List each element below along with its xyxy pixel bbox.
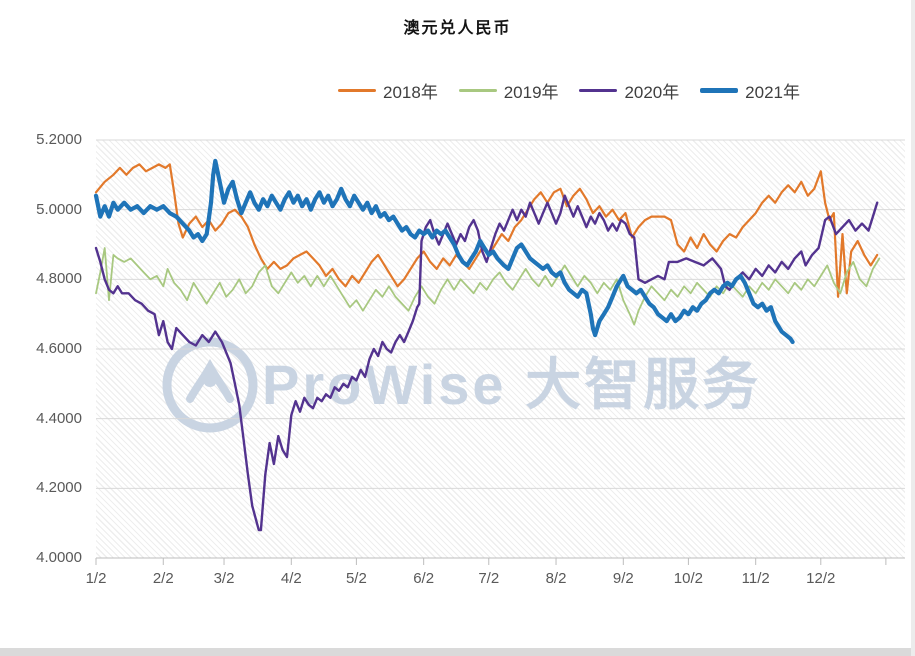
x-axis-label: 4/2 <box>280 570 302 587</box>
legend-item-2021[interactable]: 2021年 <box>700 78 800 103</box>
y-axis-label: 5.2000 <box>36 131 82 148</box>
y-axis-label: 4.0000 <box>36 549 82 566</box>
x-axis-label: 10/2 <box>673 570 703 587</box>
legend: 2018年 2019年 2020年 2021年 <box>338 78 800 103</box>
legend-label-2019: 2019年 <box>503 83 559 102</box>
window-edge-bottom <box>0 648 915 656</box>
x-axis-label: 11/2 <box>741 570 770 587</box>
x-axis-label: 1/2 <box>85 570 107 587</box>
chart-title: 澳元兑人民币 <box>403 20 512 37</box>
x-axis-label: 2/2 <box>152 570 174 587</box>
legend-label-2018: 2018年 <box>383 83 438 102</box>
x-axis-label: 5/2 <box>345 570 367 587</box>
y-axis-label: 5.0000 <box>36 200 82 218</box>
x-axis-label: 6/2 <box>413 570 435 587</box>
y-axis-label: 4.2000 <box>36 479 82 497</box>
legend-swatch-2021 <box>700 88 739 93</box>
x-axis-label: 12/2 <box>806 570 836 587</box>
legend-label-2020: 2020年 <box>624 83 680 102</box>
legend-swatch-2020 <box>579 89 618 92</box>
x-axis-label: 8/2 <box>545 570 567 587</box>
window-edge-right <box>911 0 915 656</box>
legend-label-2021: 2021年 <box>745 83 800 102</box>
legend-item-2019[interactable]: 2019年 <box>458 78 559 103</box>
x-axis-label: 9/2 <box>612 570 634 587</box>
x-axis-label: 7/2 <box>478 570 500 587</box>
y-axis-label: 4.8000 <box>36 270 82 288</box>
series-line-2021 <box>93 158 795 345</box>
y-axis-label: 4.6000 <box>36 340 82 357</box>
series-line-2020 <box>94 194 879 532</box>
series-line-2019 <box>95 247 881 326</box>
legend-item-2018[interactable]: 2018年 <box>338 78 438 103</box>
legend-swatch-2018 <box>338 89 376 92</box>
x-axis-label: 3/2 <box>213 570 235 587</box>
legend-swatch-2019 <box>458 89 497 92</box>
legend-item-2020[interactable]: 2020年 <box>579 78 679 103</box>
y-axis-label: 4.4000 <box>36 409 82 427</box>
